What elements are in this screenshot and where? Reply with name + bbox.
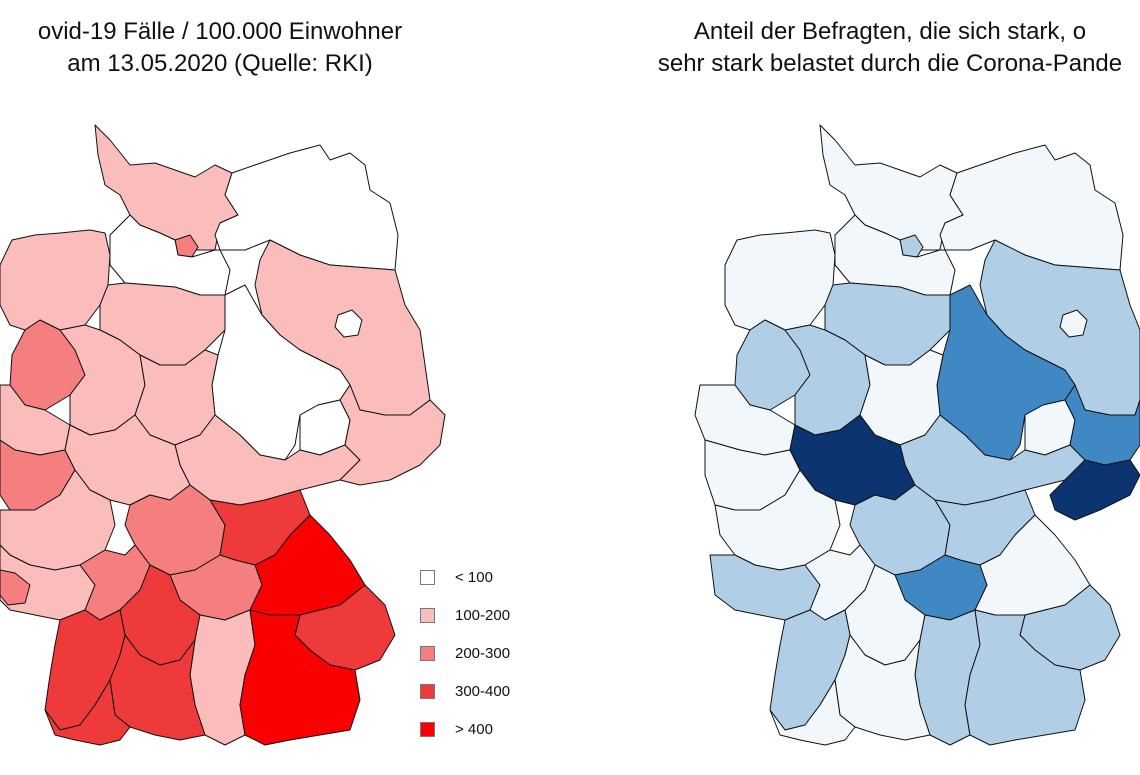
region-saarland (0, 569, 31, 606)
legend-item: 100-200 (420, 603, 510, 628)
burden-survey-choropleth-map (694, 124, 1140, 746)
right-map-title: Anteil der Befragten, die sich stark, o … (570, 16, 1140, 80)
region-chemnitz (1049, 459, 1140, 521)
legend-label: 200-300 (455, 645, 511, 662)
legend-swatch (420, 684, 435, 699)
legend-label: 300-400 (455, 683, 511, 700)
region-mecklenburg (939, 144, 1124, 271)
left-title-line-2: am 13.05.2020 (Quelle: RKI) (67, 50, 373, 77)
region-berlin (334, 309, 363, 338)
left-title-line-1: ovid-19 Fälle / 100.000 Einwohner (37, 18, 403, 45)
legend-swatch (420, 722, 435, 737)
region-nw-lower-saxony (0, 229, 111, 331)
legend-label: > 400 (455, 721, 493, 738)
legend-swatch (420, 608, 435, 623)
legend-swatch (420, 646, 435, 661)
region-nw-lower-saxony (724, 229, 836, 331)
region-freiburg (769, 679, 856, 746)
covid-cases-choropleth-map (0, 124, 446, 746)
region-saxony (339, 384, 446, 486)
legend-item: > 400 (420, 717, 510, 742)
legend-swatch (420, 570, 435, 585)
legend-item: < 100 (420, 565, 510, 590)
legend-item: 200-300 (420, 641, 510, 666)
legend-label: < 100 (455, 569, 493, 586)
region-freiburg-border (44, 679, 131, 746)
region-berlin (1059, 309, 1088, 338)
legend-item: 300-400 (420, 679, 510, 704)
left-map-title: ovid-19 Fälle / 100.000 Einwohner am 13.… (0, 16, 480, 80)
map-regions (694, 124, 1140, 746)
region-upper-bavaria (239, 609, 361, 746)
region-upper-bavaria (964, 609, 1086, 746)
right-title-line-1: Anteil der Befragten, die sich stark, o (693, 18, 1087, 45)
map-regions (0, 124, 446, 746)
legend-label: 100-200 (455, 607, 511, 624)
map-legend: < 100 100-200 200-300 300-400 > 400 (420, 565, 510, 755)
right-title-line-2: sehr stark belastet durch die Corona-Pan… (657, 50, 1123, 77)
region-mecklenburg (214, 144, 399, 271)
